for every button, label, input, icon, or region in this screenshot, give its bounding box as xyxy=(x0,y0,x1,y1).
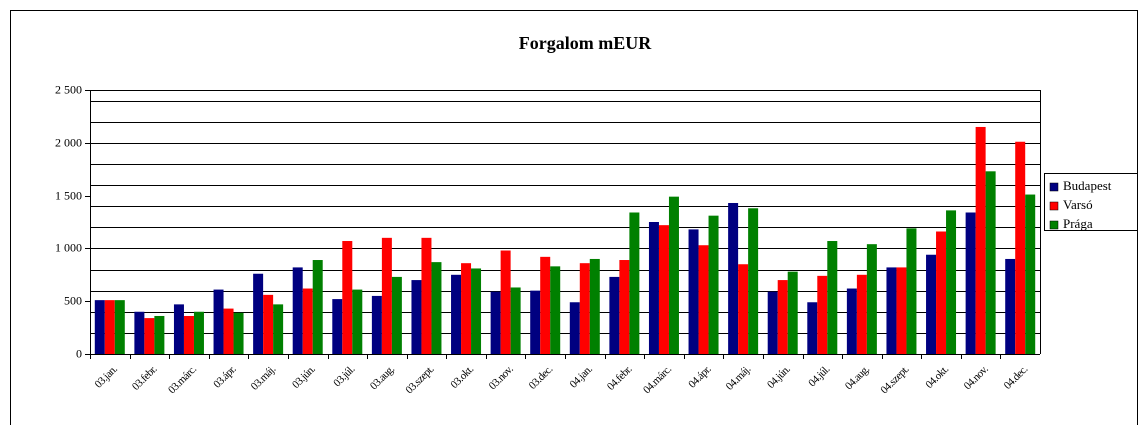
bar xyxy=(352,289,363,354)
bar xyxy=(530,290,541,354)
bar xyxy=(451,274,462,354)
bar xyxy=(1025,194,1036,354)
bar xyxy=(391,276,402,354)
bar xyxy=(302,288,313,354)
bar xyxy=(817,275,828,354)
bar xyxy=(490,291,501,354)
bar xyxy=(787,271,798,354)
bar xyxy=(213,289,224,354)
bar xyxy=(708,215,719,354)
bar xyxy=(975,126,986,355)
bar xyxy=(510,287,521,354)
bar xyxy=(471,268,482,354)
y-tick-label: 2 500 xyxy=(55,82,82,96)
y-tick-label: 0 xyxy=(76,346,82,360)
bar xyxy=(94,300,105,354)
bar xyxy=(540,256,551,354)
y-tick-label: 2 000 xyxy=(55,135,82,149)
bar xyxy=(827,241,838,354)
bar xyxy=(926,254,937,354)
chart-title: Forgalom mEUR xyxy=(519,33,652,53)
bar xyxy=(846,288,857,354)
bar xyxy=(569,302,580,354)
bar xyxy=(332,299,343,354)
bar xyxy=(946,210,957,354)
bar xyxy=(461,263,472,354)
bar xyxy=(579,263,590,354)
bar xyxy=(609,276,620,354)
bar xyxy=(965,212,976,354)
bar xyxy=(728,202,739,354)
y-tick-label: 500 xyxy=(64,293,82,307)
bar xyxy=(1015,141,1026,354)
bar xyxy=(233,312,244,354)
bar xyxy=(144,318,155,354)
bar xyxy=(154,315,165,354)
bar xyxy=(193,311,204,354)
bar xyxy=(668,196,679,354)
bar xyxy=(886,267,897,354)
bar xyxy=(1005,258,1016,354)
bar xyxy=(936,231,947,354)
bar xyxy=(104,300,115,354)
bar xyxy=(183,315,194,354)
bar xyxy=(738,264,749,354)
bar xyxy=(589,258,600,354)
bar xyxy=(777,280,788,354)
legend-swatch xyxy=(1049,182,1059,192)
bar xyxy=(500,250,511,354)
bar xyxy=(896,267,907,354)
bar xyxy=(658,225,669,354)
bar xyxy=(173,304,184,354)
bar xyxy=(114,300,125,354)
bar xyxy=(807,302,818,354)
legend-swatch xyxy=(1049,220,1059,230)
bar xyxy=(292,267,303,354)
bar xyxy=(342,241,353,354)
bar xyxy=(134,311,145,354)
bar xyxy=(767,291,778,354)
bar xyxy=(985,171,996,354)
bar xyxy=(263,294,274,354)
y-tick-label: 1 500 xyxy=(55,188,82,202)
bar xyxy=(253,273,264,354)
bar xyxy=(421,237,432,354)
bar xyxy=(866,244,877,354)
bar xyxy=(688,229,699,354)
bar xyxy=(698,245,709,354)
bar xyxy=(906,228,917,354)
bar xyxy=(619,260,630,354)
bar xyxy=(629,212,640,354)
bar xyxy=(223,308,234,354)
bar xyxy=(371,295,382,354)
bar xyxy=(431,262,442,354)
legend-box xyxy=(1044,173,1138,231)
bar xyxy=(648,222,659,354)
bar xyxy=(550,266,561,354)
bar xyxy=(748,208,759,354)
bar xyxy=(856,274,867,354)
legend-swatch xyxy=(1049,201,1059,211)
legend-label: Varsó xyxy=(1063,197,1093,212)
bar xyxy=(273,304,284,354)
legend-label: Budapest xyxy=(1063,178,1112,193)
y-tick-label: 1 000 xyxy=(55,240,82,254)
bar xyxy=(312,260,323,354)
legend-label: Prága xyxy=(1063,216,1093,231)
bar xyxy=(381,237,392,354)
bar xyxy=(411,280,422,354)
